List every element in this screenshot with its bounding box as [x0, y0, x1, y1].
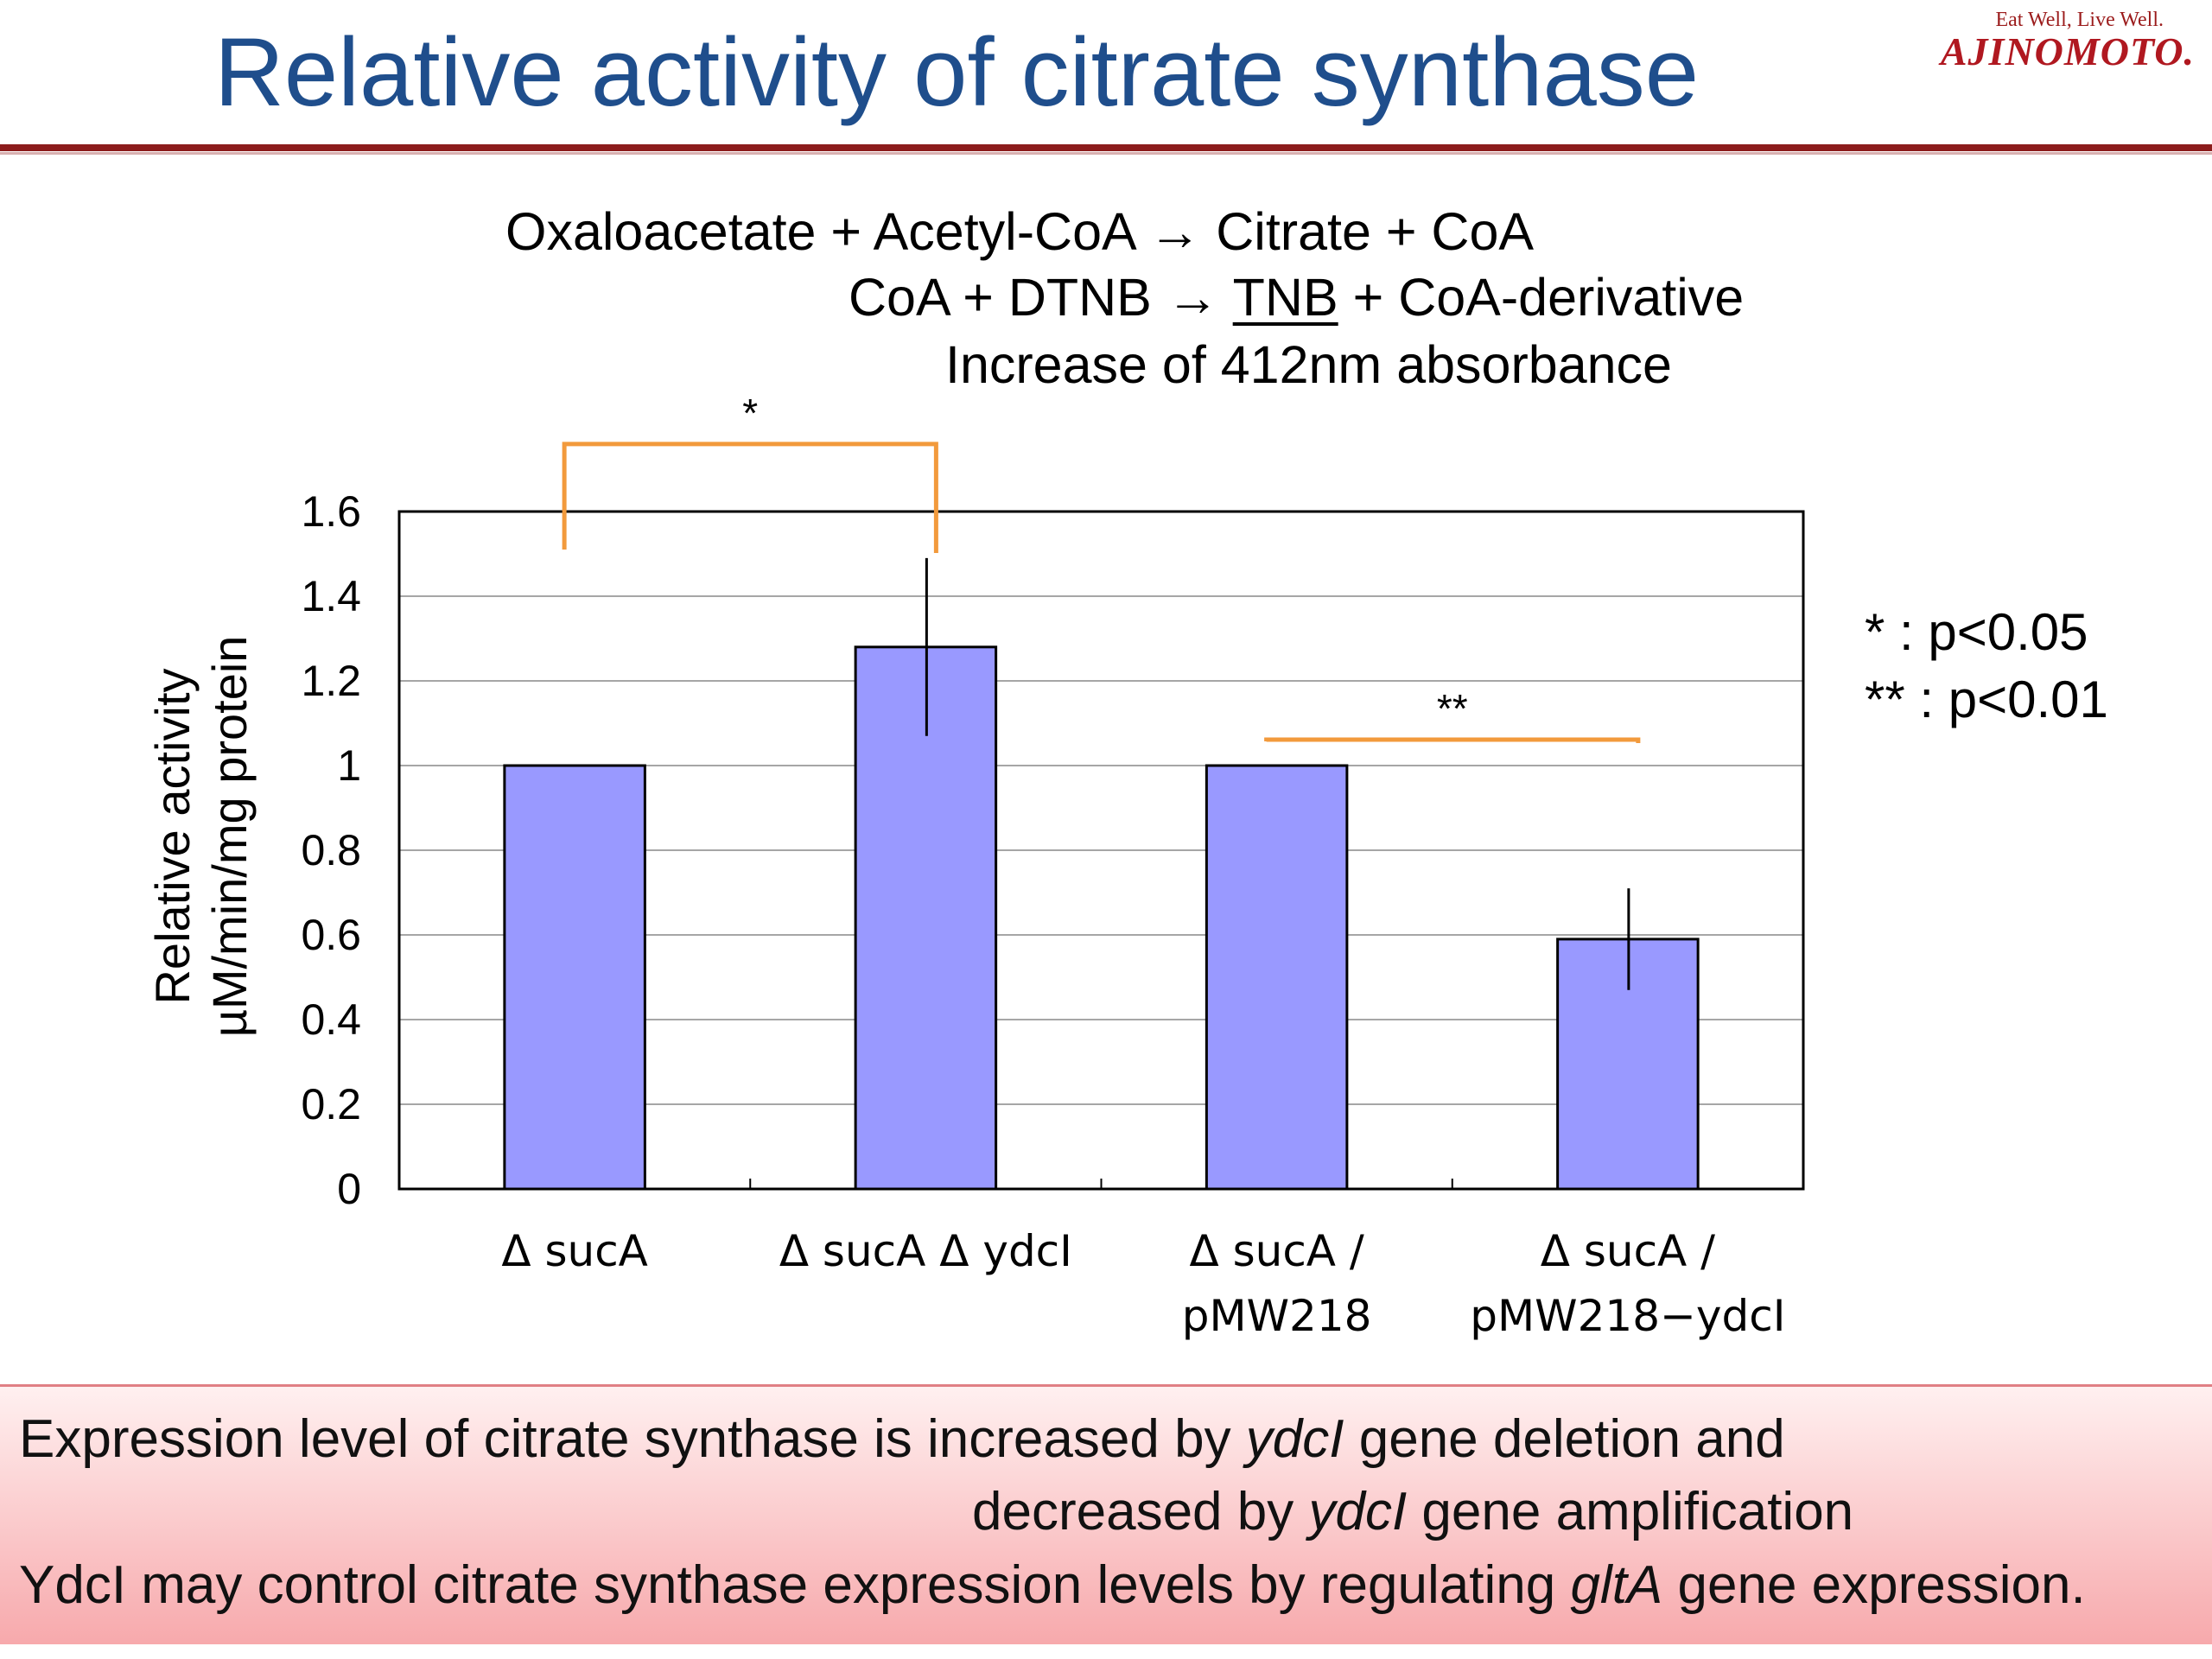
reaction-line-1: Oxaloacetate + Acetyl-CoA → Citrate + Co…	[505, 202, 1535, 261]
bars	[503, 645, 1700, 1191]
bar	[854, 645, 998, 1191]
y-axis-title: Relative activity µM/min/mg protein	[145, 636, 257, 1038]
conclusion-line-3: YdcI may control citrate synthase expres…	[19, 1559, 2086, 1612]
conclusion-1-gene: ydcI	[1245, 1409, 1344, 1469]
y-tick-label: 0.2	[301, 1080, 361, 1128]
y-tick-label: 0.8	[301, 826, 361, 874]
y-axis-label: Relative activity	[145, 668, 200, 1004]
ajinomoto-logo: Eat Well, Live Well. AJINOMOTO.	[1941, 9, 2195, 72]
conclusion-3-gene: gltA	[1570, 1555, 1663, 1615]
conclusion-2-text-b: gene amplification	[1407, 1482, 1854, 1541]
x-tick-label: Δ sucA Δ ydcI	[779, 1226, 1072, 1276]
title-divider-shadow	[0, 152, 2212, 155]
title-divider	[0, 144, 2212, 151]
bar	[1205, 764, 1349, 1191]
reaction-product-tnb: TNB	[1232, 268, 1338, 327]
reaction-line-2-post: + CoA-derivative	[1338, 268, 1745, 327]
conclusion-1-text-b: gene deletion and	[1344, 1409, 1785, 1469]
x-tick-label-line2: pMW218	[1182, 1291, 1372, 1341]
plot-frame	[397, 510, 1805, 1191]
conclusion-line-2: decreased by ydcI gene amplification	[972, 1485, 1853, 1539]
conclusion-2-gene: ydcI	[1308, 1482, 1408, 1541]
x-tick-label: Δ sucA	[501, 1226, 648, 1276]
x-tick-label: Δ sucA /	[1541, 1226, 1715, 1276]
x-tick-label-line2: pMW218−ydcI	[1470, 1291, 1785, 1341]
y-tick-label: 0.4	[301, 995, 361, 1044]
conclusion-line-1: Expression level of citrate synthase is …	[19, 1413, 1785, 1466]
conclusion-3-text-b: gene expression.	[1662, 1555, 2086, 1615]
y-tick-labels: 0 0.2 0.4 0.6 0.8 1 1.2 1.4 1.6	[301, 487, 361, 1213]
citrate-synthase-bar-chart: *** 00.20.40.60.811.21.41.6 Δ sucA Δ sucA…	[145, 391, 1805, 1341]
y-tick-label: 1.2	[301, 657, 361, 705]
significance-bracket	[562, 442, 938, 553]
y-tick-label: 1.6	[301, 487, 361, 536]
y-axis-unit: µM/min/mg protein	[202, 636, 257, 1038]
conclusion-panel: Expression level of citrate synthase is …	[0, 1384, 2212, 1644]
significance-bracket	[1264, 737, 1641, 743]
logo-brand: AJINOMOTO.	[1940, 29, 2195, 73]
y-tick-label: 1	[337, 741, 361, 790]
reaction-line-2-pre: CoA + DTNB →	[849, 268, 1233, 327]
significance-brackets: ***	[562, 391, 1641, 743]
error-bars	[925, 557, 1630, 990]
conclusion-2-text-a: decreased by	[972, 1482, 1309, 1541]
significance-label: **	[1437, 686, 1468, 731]
conclusion-3-text-a: YdcI may control citrate synthase expres…	[19, 1555, 1571, 1615]
significance-label: *	[742, 391, 758, 435]
legend-two-star: ** : p<0.01	[1865, 671, 2108, 728]
conclusion-1-text-a: Expression level of citrate synthase is …	[19, 1409, 1246, 1469]
legend-one-star: * : p<0.05	[1865, 603, 2088, 661]
reaction-line-2: CoA + DTNB → TNB + CoA-derivative	[849, 271, 1744, 324]
y-tick-label: 0	[337, 1165, 361, 1213]
slide-title: Relative activity of citrate synthase	[214, 18, 1700, 126]
logo-tagline: Eat Well, Live Well.	[1995, 9, 2164, 31]
y-tick-label: 0.6	[301, 911, 361, 959]
y-tick-label: 1.4	[301, 572, 361, 620]
x-tick-label: Δ sucA /	[1189, 1226, 1363, 1276]
reaction-line-3: Increase of 412nm absorbance	[945, 335, 1672, 394]
bar	[503, 764, 646, 1191]
x-tick-labels: Δ sucA Δ sucA Δ ydcI Δ sucA / pMW218 Δ sucA …	[501, 1226, 1785, 1341]
